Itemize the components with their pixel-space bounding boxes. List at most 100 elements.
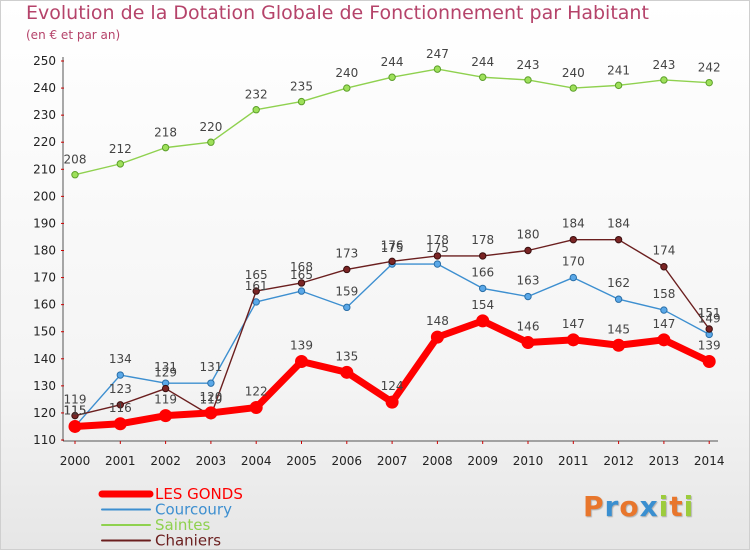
data-label-chaniers: 151 xyxy=(698,306,721,320)
series-line-saintes xyxy=(74,68,710,176)
chart-subtitle: (en € et par an) xyxy=(26,28,121,42)
data-point-les-gonds xyxy=(159,409,173,423)
data-label-les-gonds: 146 xyxy=(517,320,540,334)
data-point-les-gonds xyxy=(521,336,535,350)
chart-title: Evolution de la Dotation Globale de Fonc… xyxy=(26,2,649,24)
data-label-courcoury: 131 xyxy=(199,360,222,374)
y-tick-label: 190 xyxy=(33,216,56,230)
data-label-courcoury: 162 xyxy=(607,276,630,290)
data-point-saintes xyxy=(433,65,442,73)
data-point-chaniers xyxy=(705,325,713,333)
legend-label-les-gonds: LES GONDS xyxy=(155,485,243,503)
data-point-les-gonds xyxy=(702,354,716,368)
data-point-saintes xyxy=(569,84,577,92)
data-label-saintes: 241 xyxy=(607,63,630,77)
data-label-courcoury: 165 xyxy=(290,268,313,282)
y-tick-label: 180 xyxy=(33,244,56,258)
data-point-courcoury xyxy=(116,371,125,379)
data-label-chaniers: 180 xyxy=(517,228,540,242)
x-tick-label: 2006 xyxy=(332,454,363,468)
data-label-courcoury: 158 xyxy=(652,287,675,301)
data-label-chaniers: 165 xyxy=(245,268,268,282)
y-tick-label: 240 xyxy=(33,81,56,95)
x-tick-label: 2000 xyxy=(60,454,91,468)
data-point-chaniers xyxy=(71,411,79,420)
data-point-chaniers xyxy=(297,279,306,287)
data-label-les-gonds: 148 xyxy=(426,314,449,328)
data-point-courcoury xyxy=(660,306,668,314)
y-tick-label: 150 xyxy=(33,325,56,339)
data-label-saintes: 247 xyxy=(426,47,449,61)
data-label-saintes: 244 xyxy=(381,55,404,69)
data-label-les-gonds: 139 xyxy=(290,338,313,352)
data-label-les-gonds: 147 xyxy=(562,317,585,331)
data-point-chaniers xyxy=(116,401,125,409)
data-point-saintes xyxy=(297,97,306,106)
data-point-les-gonds xyxy=(385,395,399,409)
data-label-les-gonds: 139 xyxy=(698,338,721,352)
data-label-saintes: 243 xyxy=(517,58,540,72)
data-point-saintes xyxy=(252,106,260,114)
logo-letter: x xyxy=(639,490,659,523)
proxiti-logo: Proxiti xyxy=(583,490,694,523)
data-label-saintes: 243 xyxy=(652,58,675,72)
y-tick-label: 200 xyxy=(33,189,56,203)
data-label-chaniers: 129 xyxy=(154,366,177,380)
data-point-courcoury xyxy=(614,295,623,303)
data-label-les-gonds: 147 xyxy=(652,317,675,331)
data-label-saintes: 242 xyxy=(698,61,721,75)
y-tick-label: 250 xyxy=(33,54,56,68)
logo-letter: o xyxy=(619,490,640,523)
data-point-les-gonds xyxy=(612,338,626,352)
data-label-courcoury: 161 xyxy=(245,279,268,293)
data-label-les-gonds: 116 xyxy=(109,401,132,415)
x-tick-label: 2011 xyxy=(558,454,589,468)
data-point-chaniers xyxy=(252,287,260,295)
data-point-les-gonds xyxy=(566,333,580,347)
data-point-saintes xyxy=(343,84,351,92)
data-label-saintes: 232 xyxy=(245,88,268,102)
data-label-chaniers: 119 xyxy=(199,393,222,407)
data-point-chaniers xyxy=(660,263,668,271)
data-point-courcoury xyxy=(569,273,577,282)
data-label-les-gonds: 120 xyxy=(199,390,222,404)
data-point-courcoury xyxy=(524,292,532,301)
legend-label-courcoury: Courcoury xyxy=(155,501,232,519)
data-point-courcoury xyxy=(479,284,487,293)
x-tick-label: 2001 xyxy=(105,454,136,468)
data-point-chaniers xyxy=(479,252,487,260)
data-point-les-gonds xyxy=(476,314,490,328)
logo-letter: r xyxy=(604,490,620,523)
y-tick-label: 160 xyxy=(33,298,56,312)
data-point-les-gonds xyxy=(113,417,127,431)
series-layer xyxy=(68,65,716,433)
logo-letter: P xyxy=(583,490,605,523)
data-label-courcoury: 134 xyxy=(109,352,132,366)
data-point-saintes xyxy=(388,73,396,81)
legend-label-saintes: Saintes xyxy=(155,516,210,534)
x-tick-label: 2010 xyxy=(513,454,544,468)
data-label-courcoury: 131 xyxy=(154,360,177,374)
x-tick-label: 2013 xyxy=(649,454,680,468)
y-tick-label: 110 xyxy=(33,433,56,447)
data-label-saintes: 218 xyxy=(154,126,177,140)
data-label-chaniers: 178 xyxy=(471,233,494,247)
y-tick-label: 120 xyxy=(33,406,56,420)
data-point-saintes xyxy=(479,73,487,81)
data-label-courcoury: 175 xyxy=(381,241,404,255)
data-point-chaniers xyxy=(614,235,623,244)
data-point-courcoury xyxy=(252,298,260,306)
data-point-saintes xyxy=(71,171,79,179)
y-tick-label: 140 xyxy=(33,352,56,366)
data-label-les-gonds: 122 xyxy=(245,385,268,399)
data-label-courcoury: 149 xyxy=(698,311,721,325)
x-tick-label: 2007 xyxy=(377,454,408,468)
x-tick-label: 2014 xyxy=(694,454,725,468)
data-point-saintes xyxy=(705,78,713,87)
data-label-courcoury: 166 xyxy=(471,265,494,279)
legend-label-chaniers: Chaniers xyxy=(155,532,221,550)
x-tick-label: 2012 xyxy=(603,454,634,468)
data-point-chaniers xyxy=(161,384,170,393)
data-point-saintes xyxy=(207,138,215,146)
